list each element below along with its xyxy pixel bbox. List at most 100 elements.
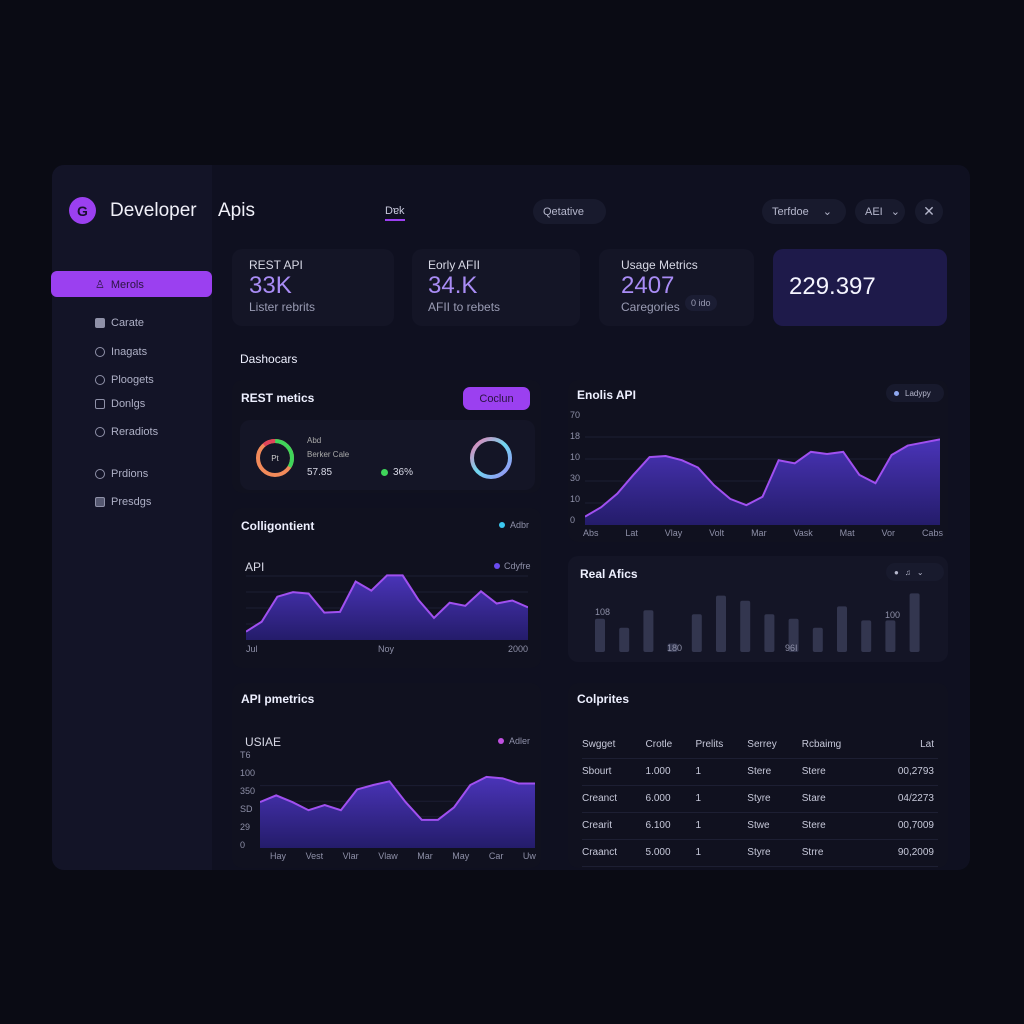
table-cell: Styre [747, 785, 802, 813]
table-cell: 1 [695, 812, 748, 840]
x-tick-label: Uw [522, 851, 536, 861]
search-text: Qetative [543, 205, 584, 218]
sidebar-item-reradiots[interactable]: Reradiots [95, 426, 158, 438]
x-tick-label: Abs [583, 528, 599, 538]
card-title: Colligontient [241, 519, 315, 533]
column-header[interactable]: Lat [872, 731, 938, 759]
app-subtitle: Apis [218, 200, 255, 221]
real-afics-card [568, 556, 948, 662]
x-tick-label: May [452, 851, 470, 861]
image-icon [95, 497, 105, 507]
rest-action-button[interactable]: Coclun [463, 387, 530, 410]
bar[interactable] [595, 618, 605, 652]
legend-label: Adler [509, 736, 531, 746]
table-cell: 6.000 [645, 785, 696, 813]
sidebar-item-donlgs[interactable]: Donlgs [95, 398, 145, 410]
bar[interactable] [812, 627, 823, 652]
pin-icon: ● [894, 567, 899, 577]
bar[interactable] [764, 614, 775, 652]
y-tick-label: 10 [570, 494, 581, 504]
y-tick-label: 30 [570, 473, 581, 483]
bar[interactable] [619, 627, 630, 652]
globe-icon [95, 427, 105, 437]
y-tick-label: 0 [570, 515, 576, 525]
rest-line2: Berker Cale [307, 450, 350, 459]
sidebar-item-label: ♙ Merols [95, 278, 144, 292]
table-row[interactable]: Sbourt 1.000 1 Stere Stere 00,2793 [582, 758, 938, 786]
label: Inagats [111, 346, 148, 358]
table-cell: 04/2273 [872, 785, 938, 813]
bell-icon: ♫ [904, 567, 911, 577]
table-cell: 1.000 [645, 758, 696, 786]
x-tick-label: Vlay [664, 528, 683, 538]
x-tick-label: Vest [305, 851, 324, 861]
table-row[interactable]: Crearit 6.100 1 Stwe Stere 00,7009 [582, 812, 938, 840]
stat-sub: Caregories [621, 300, 680, 314]
label: Prdions [111, 468, 149, 480]
dropdown-label: AEI [865, 205, 883, 218]
table-cell: Creanct [582, 785, 646, 813]
table-row[interactable]: Craanct 5.000 1 Styre Strre 90,2009 [582, 839, 938, 867]
card-title: Colprites [577, 692, 630, 706]
dropdown-filter[interactable]: Terfdoe ⌄ [762, 199, 846, 224]
chart-options[interactable]: ● ♫ ⌄ [886, 563, 944, 581]
stat-sub: AFII to rebets [428, 300, 501, 314]
data-table: Swgget Crotle Prelits Serrey Rcbaimg Lat Sbou… [582, 731, 938, 867]
sidebar-item-prdions[interactable]: Prdions [95, 468, 148, 480]
column-header[interactable]: Swgget [582, 731, 646, 759]
y-tick-label: SD [240, 804, 253, 814]
legend-dot-icon [498, 738, 504, 744]
search-input[interactable]: Qetative [533, 199, 606, 224]
x-tick-label: 2000 [508, 644, 529, 654]
y-tick-label: 18 [570, 431, 581, 441]
stat-label: REST API [249, 258, 303, 272]
column-header[interactable]: Rcbaimg [801, 731, 873, 759]
dropdown-api[interactable]: AEI ⌄ [855, 199, 905, 224]
ring-arc [470, 437, 512, 479]
dropdown-label: Terfdoe [772, 205, 809, 218]
drop-icon [95, 347, 105, 357]
column-header[interactable]: Serrey [747, 731, 802, 759]
x-tick-label: Vlar [342, 851, 359, 861]
bar[interactable] [643, 610, 654, 652]
donut-center-label: Pt [271, 454, 279, 463]
area-fill [585, 439, 940, 525]
sidebar-item-merols[interactable] [51, 271, 212, 297]
chart-title: API [245, 560, 265, 574]
tab-dashboard[interactable]: Dɐk [385, 205, 405, 221]
stat-card-usage: Usage Metrics 2407 Caregories 0 ido [599, 249, 754, 326]
table-cell: Styre [747, 839, 802, 867]
card-title: Real Afics [580, 567, 638, 581]
bar[interactable] [788, 618, 799, 652]
label: Ploogets [111, 374, 154, 386]
label: Carate [111, 317, 145, 329]
sidebar-item-inagats[interactable]: Inagats [95, 346, 147, 358]
x-tick-label: Lat [625, 528, 638, 538]
table-row[interactable]: Creanct 6.000 1 Styre Stare 04/2273 [582, 785, 938, 813]
table-cell: 5.000 [645, 839, 696, 867]
bar[interactable] [861, 620, 872, 652]
bar[interactable] [740, 600, 751, 652]
sidebar-item-presdgs[interactable]: Presdgs [95, 496, 151, 508]
legend-label: Cdyfre [504, 561, 531, 571]
y-tick-label: T6 [240, 750, 251, 760]
bar[interactable] [909, 593, 920, 652]
bar[interactable] [716, 595, 726, 652]
y-tick-label: 0 [240, 840, 246, 850]
bar[interactable] [837, 606, 847, 652]
chevron-down-icon: ⌄ [890, 206, 900, 218]
legend-dot-icon [894, 390, 899, 396]
bar[interactable] [691, 614, 702, 652]
card-title: Enolis API [577, 388, 636, 402]
table-cell: Craanct [582, 839, 646, 867]
column-header[interactable]: Prelits [695, 731, 748, 759]
sidebar-item-carate[interactable]: Carate [95, 317, 144, 329]
column-header[interactable]: Crotle [645, 731, 696, 759]
bar[interactable] [667, 643, 678, 652]
x-tick-label: Cabs [921, 528, 943, 538]
legend-chip[interactable]: Ladypy [886, 384, 944, 402]
close-button[interactable]: ✕ [915, 199, 943, 224]
sidebar-item-ploogets[interactable]: Ploogets [95, 374, 154, 386]
bar[interactable] [885, 620, 896, 652]
stat-value: 2407 [621, 272, 675, 299]
